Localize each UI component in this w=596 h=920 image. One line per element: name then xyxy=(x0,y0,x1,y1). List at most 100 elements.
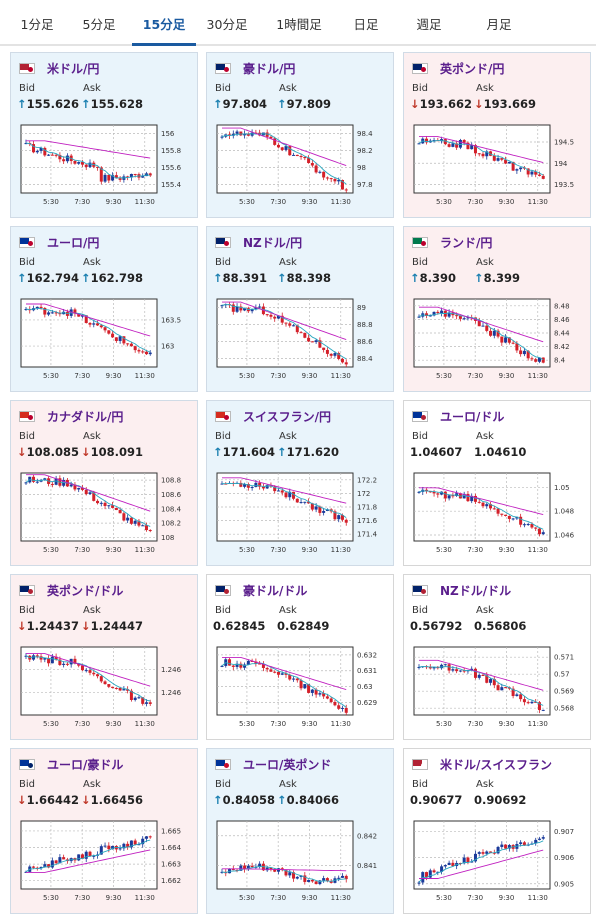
chart-svg: 5:30 7:30 9:30 11:30 1.246 1.246 xyxy=(20,646,182,728)
currency-pair-name[interactable]: 英ポンド/ドル xyxy=(47,583,124,598)
card-header: 英ポンド/円 xyxy=(412,61,505,76)
price-chart[interactable]: 5:30 7:30 9:30 11:30 172.2 172 171.8 171.6 171.4 xyxy=(213,469,387,563)
currency-pair-name[interactable]: 英ポンド/円 xyxy=(440,61,505,76)
candle-body xyxy=(329,881,333,883)
candle-body xyxy=(77,663,81,666)
tab-0[interactable]: 1分足 xyxy=(20,17,54,32)
currency-pair-name[interactable]: 豪ドル/ドル xyxy=(243,583,308,598)
rate-card[interactable]: NZドル/ドル Bid Ask 0.56792 0.56806 5:30 7:30 9:30 1… xyxy=(403,574,591,740)
candle-body xyxy=(492,679,496,686)
candle-body xyxy=(496,158,500,161)
currency-pair-name[interactable]: カナダドル/円 xyxy=(47,409,124,424)
candle-body xyxy=(443,865,447,867)
currency-pair-name[interactable]: ランド/円 xyxy=(440,235,493,250)
price-chart[interactable]: 5:30 7:30 9:30 11:30 0.907 0.906 0.905 xyxy=(410,817,584,911)
candle-body xyxy=(537,528,541,535)
rate-card[interactable]: カナダドル/円 Bid Ask ↓108.085 ↓108.091 5:30 7:30 9:3… xyxy=(10,400,198,566)
timeframe-tabs: 1分足 5分足 15分足 30分足 1時間足 日足 週足 月足 xyxy=(0,0,596,46)
tab-4[interactable]: 1時間足 xyxy=(276,17,322,32)
candle-body xyxy=(77,854,81,861)
rate-card[interactable]: 英ポンド/ドル Bid Ask ↓1.24437 ↓1.24447 5:30 7:30 9:3… xyxy=(10,574,198,740)
moving-average-short-line xyxy=(221,133,347,185)
currency-pair-name[interactable]: ユーロ/ドル xyxy=(440,409,505,424)
currency-pair-name[interactable]: 米ドル/スイスフラン xyxy=(440,757,553,772)
arrow-down-icon: ↓ xyxy=(474,97,484,111)
tab-2[interactable]: 15分足 xyxy=(132,0,196,46)
candle-body xyxy=(303,684,307,689)
currency-flag-icon xyxy=(215,410,231,422)
price-chart[interactable]: 5:30 7:30 9:30 11:30 0.571 0.57 0.569 0.568 xyxy=(410,643,584,737)
candle-body xyxy=(455,143,459,148)
tab-7[interactable]: 月足 xyxy=(486,17,512,32)
y-tick-label: 171.6 xyxy=(357,517,378,525)
bid-label: Bid xyxy=(215,83,231,94)
candle-body xyxy=(458,862,462,864)
currency-pair-name[interactable]: ユーロ/円 xyxy=(47,235,100,250)
candle-body xyxy=(265,314,269,316)
x-tick-label: 9:30 xyxy=(106,720,122,728)
price-chart[interactable]: 5:30 7:30 9:30 11:30 156 155.8 155.6 155.4 xyxy=(17,121,191,215)
rate-card[interactable]: 英ポンド/円 Bid Ask ↓193.662 ↓193.669 5:30 7:30 9:30… xyxy=(403,52,591,218)
candle-body xyxy=(447,495,451,499)
rate-card[interactable]: 米ドル/スイスフラン Bid Ask 0.90677 0.90692 5:30 7:30 9:… xyxy=(403,748,591,914)
candle-body xyxy=(440,866,444,872)
currency-flag-icon xyxy=(412,62,428,74)
tab-3[interactable]: 30分足 xyxy=(206,17,248,32)
y-tick-label: 8.48 xyxy=(554,302,570,310)
rate-card[interactable]: 豪ドル/円 Bid Ask ↑97.804 ↑97.809 5:30 7:30 9:30 11:… xyxy=(206,52,394,218)
price-chart[interactable]: 5:30 7:30 9:30 11:30 163.5 163 xyxy=(17,295,191,389)
currency-pair-name[interactable]: ユーロ/豪ドル xyxy=(47,757,124,772)
price-chart[interactable]: 5:30 7:30 9:30 11:30 8.48 8.46 8.44 8.42 8.4 xyxy=(410,295,584,389)
bid-label: Bid xyxy=(215,431,231,442)
price-chart[interactable]: 5:30 7:30 9:30 11:30 1.05 1.048 1.046 xyxy=(410,469,584,563)
rate-card[interactable]: ユーロ/英ポンド Bid Ask ↑0.84058 ↑0.84066 5:30 7:30 9:… xyxy=(206,748,394,914)
price-chart[interactable]: 5:30 7:30 9:30 11:30 1.665 1.664 1.663 1.662 xyxy=(17,817,191,911)
bid-label: Bid xyxy=(215,605,231,616)
candle-body xyxy=(314,165,318,173)
candle-body xyxy=(333,353,337,356)
candle-body xyxy=(515,169,519,171)
price-chart[interactable]: 5:30 7:30 9:30 11:30 0.632 0.631 0.63 0.629 xyxy=(213,643,387,737)
currency-pair-name[interactable]: NZドル/円 xyxy=(243,235,303,250)
candle-body xyxy=(492,155,496,161)
rate-card[interactable]: 米ドル/円 Bid Ask ↑155.626 ↑155.628 5:30 7:30 9:30 1… xyxy=(10,52,198,218)
rate-card[interactable]: ランド/円 Bid Ask ↑8.390 ↑8.399 5:30 7:30 9:30 11:30… xyxy=(403,226,591,392)
x-tick-label: 11:30 xyxy=(135,720,155,728)
rate-card[interactable]: 豪ドル/ドル Bid Ask 0.62845 0.62849 5:30 7:30 9:30 11… xyxy=(206,574,394,740)
x-tick-label: 5:30 xyxy=(239,198,255,206)
price-chart[interactable]: 5:30 7:30 9:30 11:30 98.4 98.2 98 97.8 xyxy=(213,121,387,215)
price-chart[interactable]: 5:30 7:30 9:30 11:30 89 88.8 88.6 88.4 xyxy=(213,295,387,389)
tab-5[interactable]: 日足 xyxy=(353,17,379,32)
price-chart[interactable]: 5:30 7:30 9:30 11:30 108.8 108.6 108.4 108.2 108 xyxy=(17,469,191,563)
chart-svg: 5:30 7:30 9:30 11:30 0.907 0.906 0.905 xyxy=(413,820,575,902)
x-tick-label: 7:30 xyxy=(270,198,286,206)
rate-card[interactable]: ユーロ/豪ドル Bid Ask ↓1.66442 ↓1.66456 5:30 7:30 9:3… xyxy=(10,748,198,914)
currency-pair-name[interactable]: スイスフラン/円 xyxy=(243,409,332,424)
candle-body xyxy=(337,705,341,709)
candle-body xyxy=(54,478,58,485)
currency-pair-name[interactable]: 豪ドル/円 xyxy=(243,61,296,76)
rate-card[interactable]: NZドル/円 Bid Ask ↑88.391 ↑88.398 5:30 7:30 9:30 11… xyxy=(206,226,394,392)
candle-body xyxy=(314,881,318,885)
tab-1[interactable]: 5分足 xyxy=(82,17,116,32)
currency-flag-icon xyxy=(215,62,231,74)
candle-body xyxy=(62,663,66,665)
ask-number: 108.091 xyxy=(90,445,144,459)
rate-card[interactable]: ユーロ/ドル Bid Ask 1.04607 1.04610 5:30 7:30 9:30 11… xyxy=(403,400,591,566)
x-tick-label: 5:30 xyxy=(43,720,59,728)
y-tick-label: 171.4 xyxy=(357,531,378,539)
candle-body xyxy=(239,482,243,487)
currency-pair-name[interactable]: NZドル/ドル xyxy=(440,583,512,598)
rate-card[interactable]: ユーロ/円 Bid Ask ↑162.794 ↑162.798 5:30 7:30 9:30 1… xyxy=(10,226,198,392)
currency-pair-name[interactable]: ユーロ/英ポンド xyxy=(243,757,332,772)
candle-body xyxy=(451,495,455,497)
candle-body xyxy=(337,515,341,520)
x-tick-label: 7:30 xyxy=(467,894,483,902)
tab-6[interactable]: 週足 xyxy=(416,17,442,32)
bid-number: 162.794 xyxy=(26,271,80,285)
currency-pair-name[interactable]: 米ドル/円 xyxy=(47,61,100,76)
price-chart[interactable]: 5:30 7:30 9:30 11:30 1.246 1.246 xyxy=(17,643,191,737)
price-chart[interactable]: 5:30 7:30 9:30 11:30 0.842 0.841 xyxy=(213,817,387,911)
rate-card[interactable]: スイスフラン/円 Bid Ask ↑171.604 ↑171.620 5:30 7:30 9:… xyxy=(206,400,394,566)
price-chart[interactable]: 5:30 7:30 9:30 11:30 194.5 194 193.5 xyxy=(410,121,584,215)
